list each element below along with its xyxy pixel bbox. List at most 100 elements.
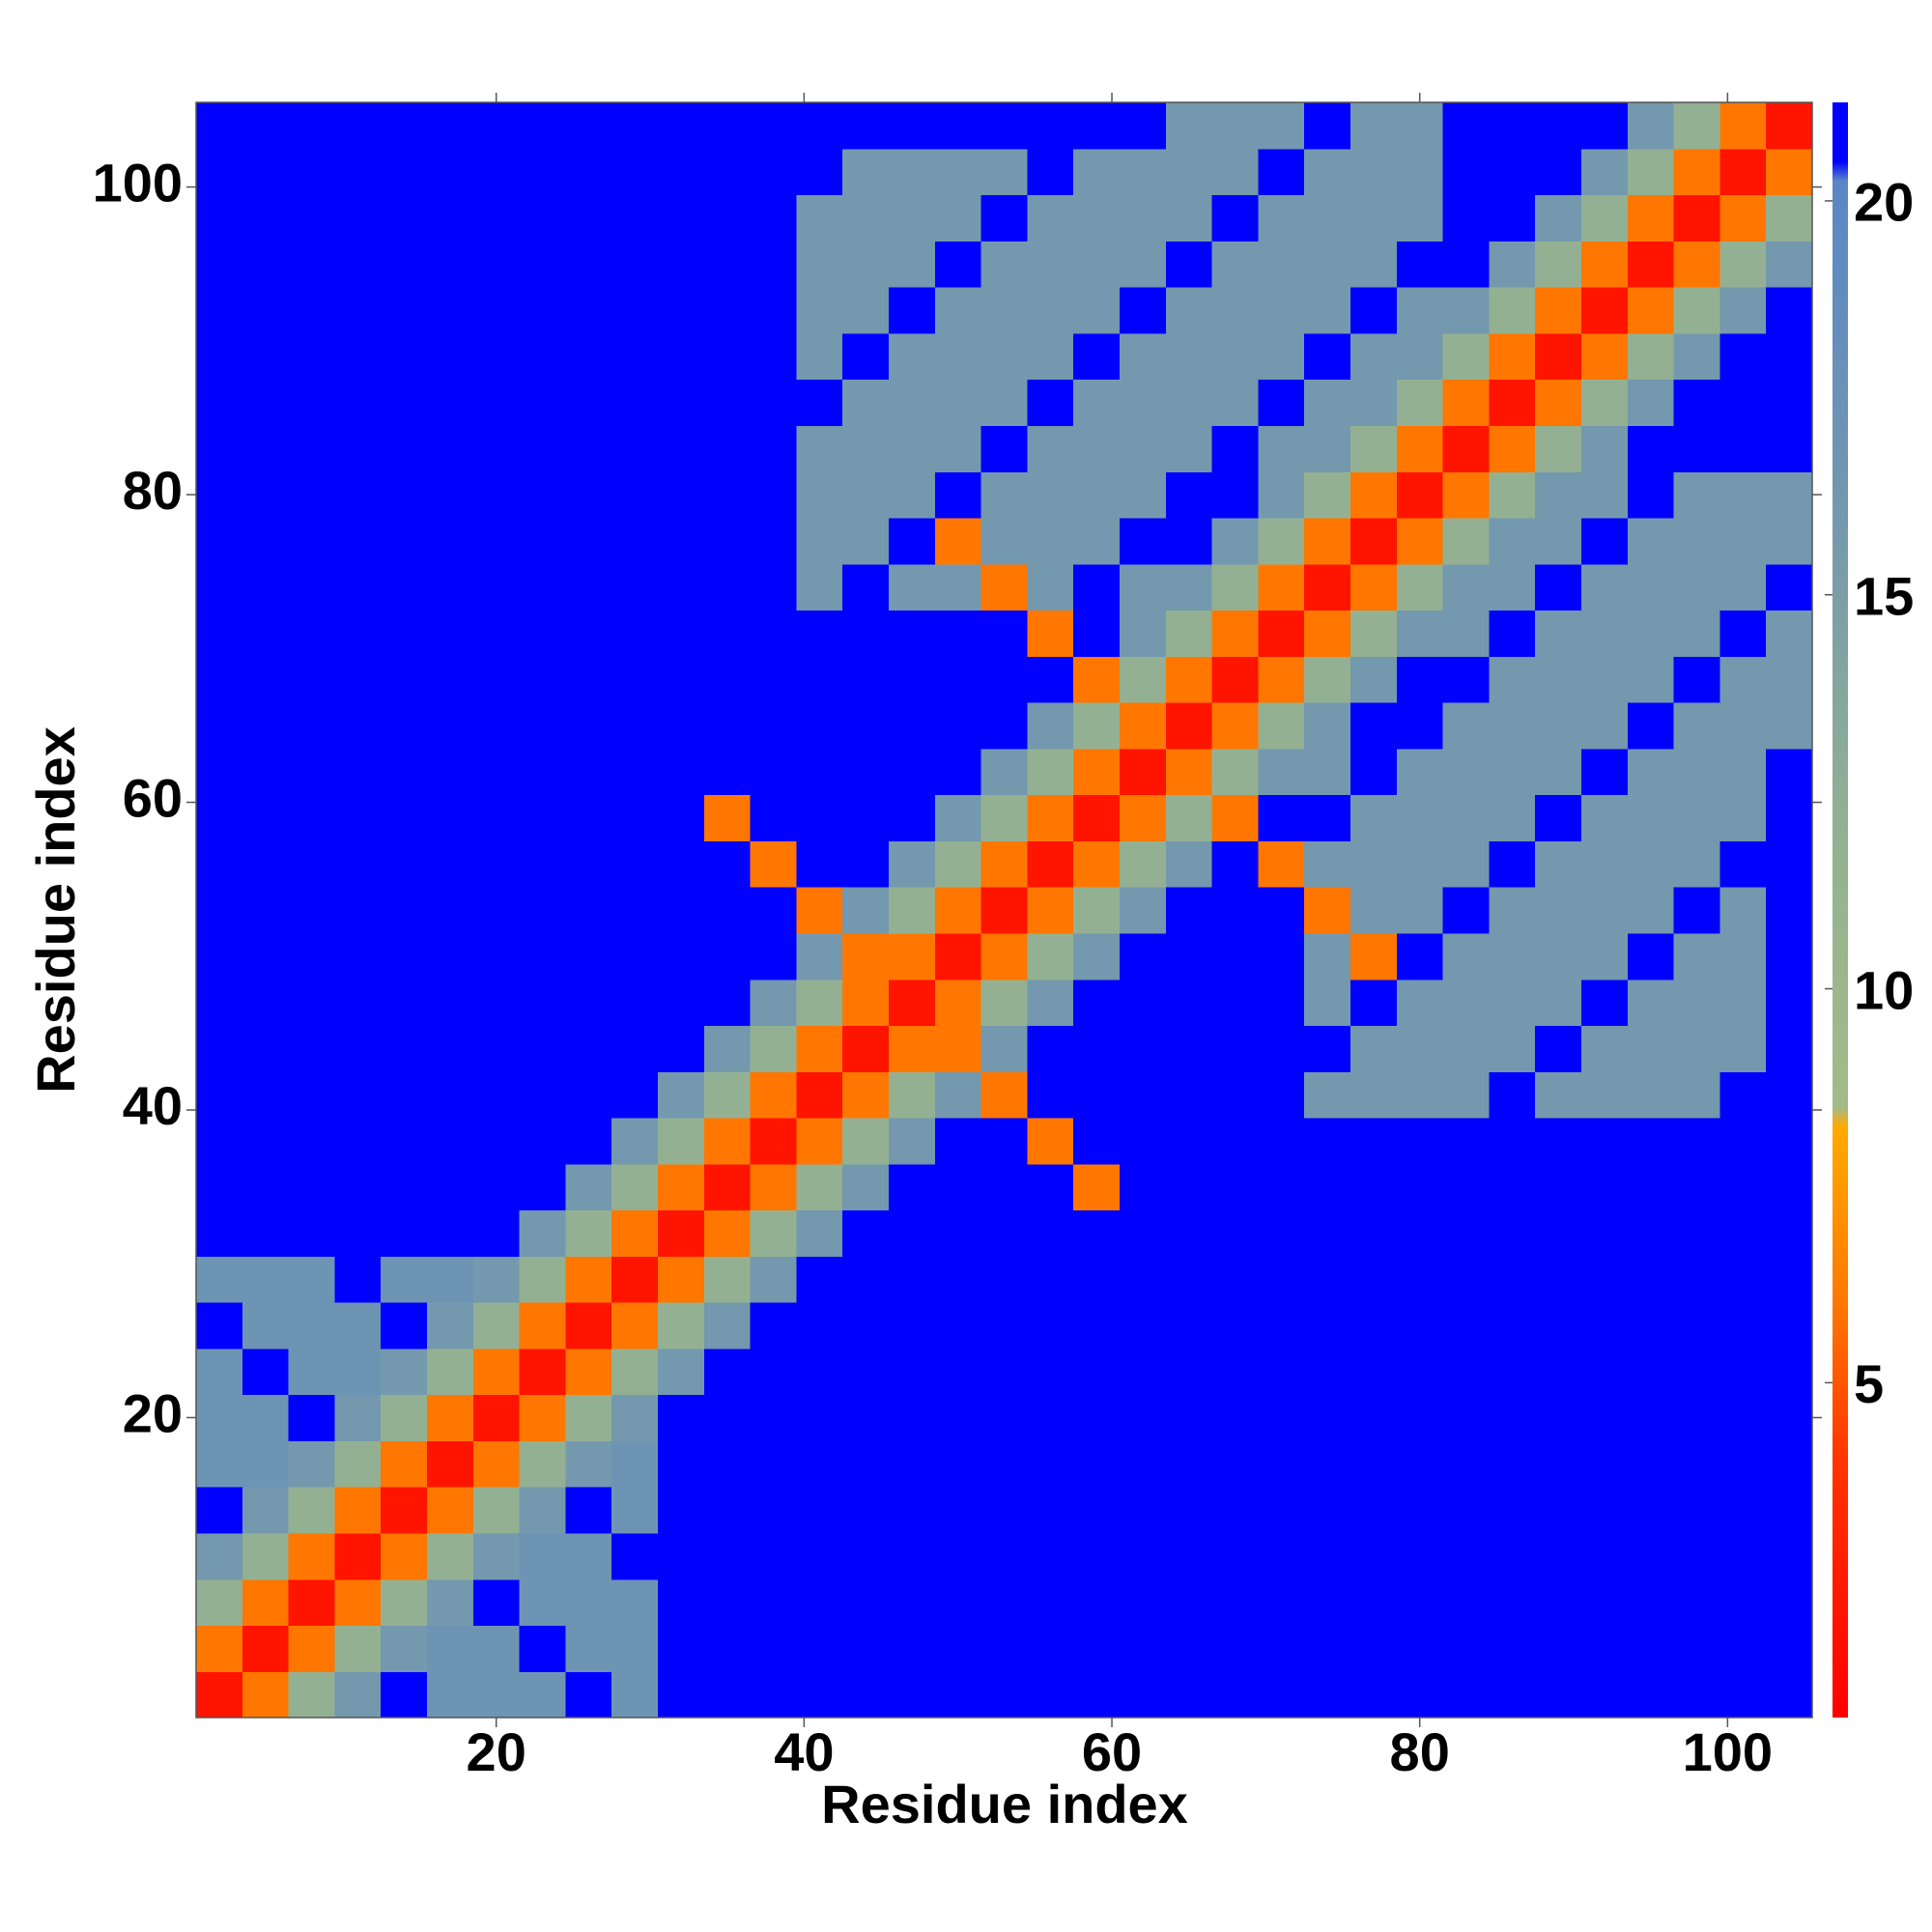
heatmap-cell: [889, 1163, 936, 1211]
heatmap-cell: [1304, 1487, 1351, 1534]
heatmap-cell: [889, 425, 936, 472]
heatmap-cell: [1258, 1671, 1305, 1719]
heatmap-cell: [1535, 610, 1582, 657]
heatmap-cell: [1719, 1025, 1767, 1072]
heatmap-cell: [750, 887, 797, 934]
heatmap-cell: [1766, 1163, 1813, 1211]
heatmap-cell: [1211, 748, 1259, 796]
heatmap-cell: [889, 1394, 936, 1441]
heatmap-cell: [1304, 840, 1351, 888]
heatmap-cell: [242, 1209, 290, 1257]
heatmap-cell: [1258, 332, 1305, 381]
heatmap-cell: [1165, 1532, 1213, 1580]
heatmap-cell: [381, 1302, 428, 1350]
heatmap-cell: [334, 379, 382, 426]
heatmap-cell: [1027, 1440, 1074, 1488]
heatmap-cell: [1165, 241, 1213, 288]
heatmap-cell: [519, 1440, 566, 1488]
x-tick-label: 80: [1390, 1721, 1450, 1782]
heatmap-cell: [288, 563, 335, 611]
heatmap-cell: [1073, 1578, 1121, 1627]
heatmap-cell: [1258, 1163, 1305, 1211]
heatmap-cell: [1489, 379, 1536, 426]
heatmap-cell: [1073, 194, 1121, 242]
heatmap-cell: [1766, 1671, 1813, 1719]
heatmap-cell: [381, 102, 428, 150]
heatmap-cell: [934, 1163, 982, 1211]
heatmap-cell: [1673, 1025, 1720, 1072]
heatmap-cell: [1719, 610, 1767, 657]
heatmap-cell: [288, 748, 335, 796]
heatmap-cell: [1719, 887, 1767, 934]
heatmap-cell: [472, 1302, 521, 1350]
heatmap-cell: [1073, 1302, 1121, 1350]
heatmap-cell: [842, 241, 890, 288]
heatmap-cell: [1350, 1625, 1398, 1672]
heatmap-cell: [242, 1348, 290, 1396]
heatmap-cell: [472, 332, 521, 381]
heatmap-cell: [611, 1394, 659, 1441]
heatmap-cell: [1073, 932, 1121, 980]
heatmap-cell: [611, 1440, 659, 1488]
heatmap-cell: [1442, 1209, 1490, 1257]
heatmap-cell: [242, 887, 290, 934]
heatmap-cell: [1304, 1625, 1351, 1672]
heatmap-cell: [889, 610, 936, 657]
heatmap-cell: [1350, 979, 1398, 1027]
heatmap-cell: [472, 932, 521, 980]
heatmap-cell: [381, 1578, 428, 1627]
heatmap-cell: [519, 1671, 566, 1719]
heatmap-cell: [703, 1025, 752, 1072]
heatmap-cell: [1627, 932, 1675, 980]
heatmap-cell: [1027, 1209, 1074, 1257]
heatmap-cell: [1719, 932, 1767, 980]
heatmap-cell: [1120, 1348, 1167, 1396]
heatmap-cell: [196, 425, 243, 472]
heatmap-cell: [334, 241, 382, 288]
heatmap-cell: [334, 1163, 382, 1211]
heatmap-cell: [1350, 332, 1398, 381]
heatmap-cell: [196, 748, 243, 796]
heatmap-cell: [1442, 1532, 1490, 1580]
heatmap-cell: [288, 1117, 335, 1165]
heatmap-cell: [1120, 1163, 1167, 1211]
heatmap-cell: [934, 1302, 982, 1350]
heatmap-cell: [889, 656, 936, 703]
heatmap-cell: [196, 1394, 243, 1441]
heatmap-cell: [1120, 1440, 1167, 1488]
heatmap-cell: [242, 1302, 290, 1350]
heatmap-cell: [288, 1671, 335, 1719]
heatmap-cell: [980, 148, 1028, 196]
heatmap-cell: [1073, 148, 1121, 196]
heatmap-cell: [196, 1256, 243, 1303]
heatmap-cell: [1535, 794, 1582, 841]
heatmap-cell: [658, 887, 705, 934]
heatmap-cell: [1396, 1302, 1444, 1350]
heatmap-cell: [796, 102, 843, 150]
heatmap-cell: [1673, 1348, 1720, 1396]
heatmap-cell: [1719, 1487, 1767, 1534]
heatmap-cell: [1073, 563, 1121, 611]
heatmap-cell: [1120, 1394, 1167, 1441]
heatmap-cell: [1535, 840, 1582, 888]
heatmap-cell: [1489, 194, 1536, 242]
heatmap-cell: [1535, 932, 1582, 980]
heatmap-cell: [1073, 1487, 1121, 1534]
heatmap-cell: [1535, 1348, 1582, 1396]
heatmap-cell: [242, 241, 290, 288]
heatmap-cell: [1211, 794, 1259, 841]
heatmap-cell: [1027, 1671, 1074, 1719]
heatmap-cell: [980, 1487, 1028, 1534]
heatmap-cell: [1350, 1256, 1398, 1303]
heatmap-cell: [842, 517, 890, 565]
heatmap-cell: [1211, 379, 1259, 426]
heatmap-cell: [1073, 1071, 1121, 1119]
heatmap-cell: [1304, 379, 1351, 426]
heatmap-cell: [1211, 517, 1259, 565]
heatmap-cell: [472, 840, 521, 888]
heatmap-cell: [889, 379, 936, 426]
heatmap-cell: [1535, 748, 1582, 796]
heatmap-cell: [980, 287, 1028, 334]
heatmap-cell: [1673, 1209, 1720, 1257]
heatmap-cell: [796, 563, 843, 611]
